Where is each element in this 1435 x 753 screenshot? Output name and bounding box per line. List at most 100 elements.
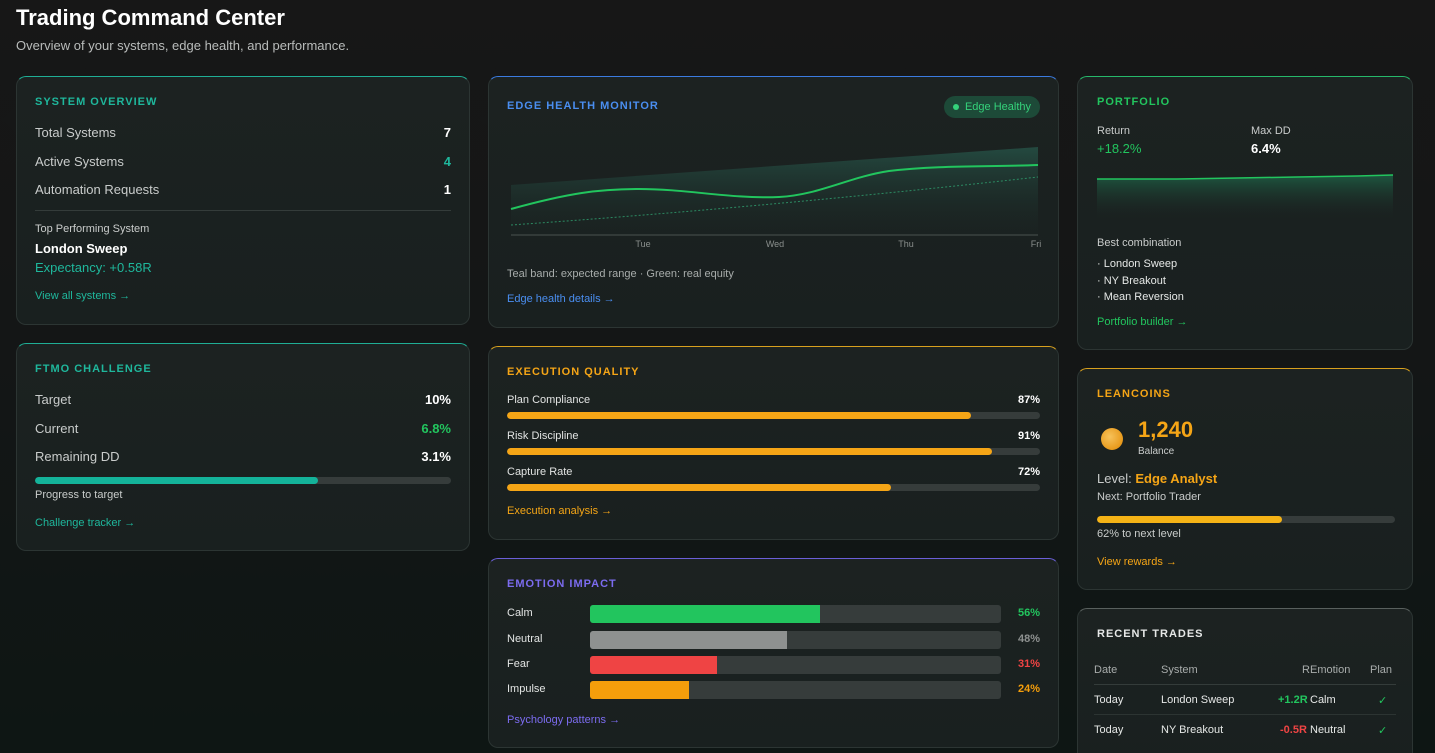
best-combination-label: Best combination	[1097, 237, 1182, 249]
trade-r: +1.2R	[1278, 694, 1308, 706]
emotion-label-neutral: Neutral	[507, 633, 543, 645]
ftmo-target-value: 10%	[424, 392, 451, 407]
risk-discipline-label: Risk Discipline	[507, 430, 579, 442]
expected-trend-line	[510, 176, 1039, 226]
emotion-value-impulse: 24%	[1017, 683, 1040, 695]
col-system: System	[1161, 664, 1198, 676]
max-dd-value: 6.4%	[1251, 141, 1281, 156]
return-value: +18.2%	[1097, 141, 1142, 156]
risk-discipline-value: 91%	[1017, 430, 1040, 442]
plan-check-icon: ✓	[1378, 725, 1388, 737]
emotion-label-fear: Fear	[507, 658, 530, 670]
combo-item: · NY Breakout	[1097, 275, 1166, 287]
emotion-value-fear: 31%	[1017, 658, 1040, 670]
ftmo-remaining-dd-label: Remaining DD	[35, 449, 120, 464]
edge-health-title: EDGE HEALTH MONITOR	[507, 100, 659, 112]
portfolio-title: PORTFOLIO	[1097, 96, 1171, 108]
total-systems-row: Total Systems 7	[35, 125, 451, 140]
emotion-label-calm: Calm	[507, 607, 533, 619]
leancoins-balance-label: Balance	[1138, 446, 1175, 457]
system-overview-card: SYSTEM OVERVIEW Total Systems 7 Active S…	[16, 76, 470, 325]
table-divider	[1094, 714, 1396, 715]
plan-check-icon: ✓	[1378, 695, 1388, 707]
level-label: Level:	[1097, 471, 1132, 486]
view-rewards-link[interactable]: View rewards →	[1097, 556, 1177, 568]
ftmo-remaining-dd-row: Remaining DD 3.1%	[35, 449, 451, 464]
emotion-row-calm: Calm 56%	[507, 605, 1040, 623]
system-overview-title: SYSTEM OVERVIEW	[35, 96, 158, 108]
automation-requests-value: 1	[443, 182, 451, 197]
page-title: Trading Command Center	[16, 5, 285, 30]
trade-emotion: Neutral	[1310, 724, 1346, 736]
active-systems-label: Active Systems	[35, 154, 124, 169]
ftmo-challenge-title: FTMO CHALLENGE	[35, 363, 152, 375]
col-date: Date	[1094, 664, 1118, 676]
plan-compliance-bar	[507, 412, 1040, 419]
x-tick-fri: Fri	[1031, 239, 1042, 249]
coin-icon	[1101, 428, 1123, 450]
x-tick-tue: Tue	[635, 239, 650, 249]
ftmo-target-label: Target	[35, 392, 72, 407]
top-performing-name: London Sweep	[35, 241, 128, 256]
portfolio-builder-link[interactable]: Portfolio builder →	[1097, 316, 1188, 328]
emotion-label-impulse: Impulse	[507, 683, 546, 695]
trade-date: Today	[1094, 724, 1124, 736]
emotion-impact-title: EMOTION IMPACT	[507, 578, 617, 590]
ftmo-progress-fill	[35, 477, 318, 484]
execution-analysis-link[interactable]: Execution analysis →	[507, 505, 613, 517]
edge-healthy-label: Edge Healthy	[964, 101, 1031, 113]
col-plan: Plan	[1370, 664, 1393, 676]
trade-date: Today	[1094, 694, 1124, 706]
col-r: R	[1302, 664, 1310, 676]
execution-quality-title: EXECUTION QUALITY	[507, 366, 640, 378]
emotion-row-impulse: Impulse 24%	[507, 681, 1040, 699]
emotion-fill-calm	[590, 605, 821, 623]
plan-compliance-fill	[507, 412, 971, 419]
plan-compliance-label: Plan Compliance	[507, 394, 591, 406]
risk-discipline-bar	[507, 448, 1040, 455]
return-label: Return	[1097, 125, 1131, 137]
emotion-bar-impulse	[590, 681, 1001, 699]
trade-system: London Sweep	[1161, 694, 1235, 706]
edge-health-chart: Tue Wed Thu Fri	[510, 147, 1042, 249]
edge-health-details-link[interactable]: Edge health details →	[507, 293, 615, 305]
psychology-patterns-link[interactable]: Psychology patterns →	[507, 714, 621, 726]
level-progress-label: 62% to next level	[1097, 528, 1181, 540]
ftmo-progress-label: Progress to target	[35, 489, 123, 501]
page-subtitle: Overview of your systems, edge health, a…	[16, 38, 350, 53]
x-tick-wed: Wed	[766, 239, 784, 249]
active-systems-value: 4	[443, 154, 451, 169]
table-divider	[1094, 684, 1396, 685]
recent-trades-title: RECENT TRADES	[1097, 628, 1204, 640]
ftmo-progress-bar	[35, 477, 451, 484]
risk-discipline-fill	[507, 448, 993, 455]
plan-compliance-value: 87%	[1017, 394, 1040, 406]
emotion-bar-fear	[590, 656, 1001, 674]
ftmo-current-row: Current 6.8%	[35, 421, 451, 436]
emotion-row-fear: Fear 31%	[507, 656, 1040, 674]
ftmo-challenge-card: FTMO CHALLENGE Target 10% Current 6.8% R…	[16, 343, 470, 551]
divider	[35, 210, 451, 211]
total-systems-label: Total Systems	[35, 125, 116, 140]
combo-item: · London Sweep	[1097, 258, 1178, 270]
total-systems-value: 7	[443, 125, 451, 140]
max-dd-label: Max DD	[1251, 125, 1291, 137]
ftmo-remaining-dd-value: 3.1%	[421, 449, 451, 464]
status-dot-icon	[952, 104, 959, 110]
ftmo-current-value: 6.8%	[421, 421, 451, 436]
trade-emotion: Calm	[1310, 694, 1336, 706]
top-performing-label: Top Performing System	[35, 223, 150, 235]
edge-health-caption: Teal band: expected range · Green: real …	[507, 268, 734, 280]
active-systems-row: Active Systems 4	[35, 154, 451, 169]
capture-rate-bar	[507, 484, 1040, 491]
emotion-impact-card: EMOTION IMPACT Calm 56% Neutral 48% Fear…	[488, 558, 1059, 748]
automation-requests-row: Automation Requests 1	[35, 182, 451, 197]
recent-trades-card: RECENT TRADES Date System R Emotion Plan…	[1077, 608, 1413, 753]
col-emotion: Emotion	[1310, 664, 1351, 676]
challenge-tracker-link[interactable]: Challenge tracker →	[35, 517, 136, 529]
ftmo-current-label: Current	[35, 421, 79, 436]
edge-health-card: EDGE HEALTH MONITOR Edge Healthy Tue Wed…	[488, 76, 1059, 328]
emotion-row-neutral: Neutral 48%	[507, 631, 1040, 649]
trade-r: -0.5R	[1280, 724, 1307, 736]
view-all-systems-link[interactable]: View all systems →	[35, 290, 131, 302]
